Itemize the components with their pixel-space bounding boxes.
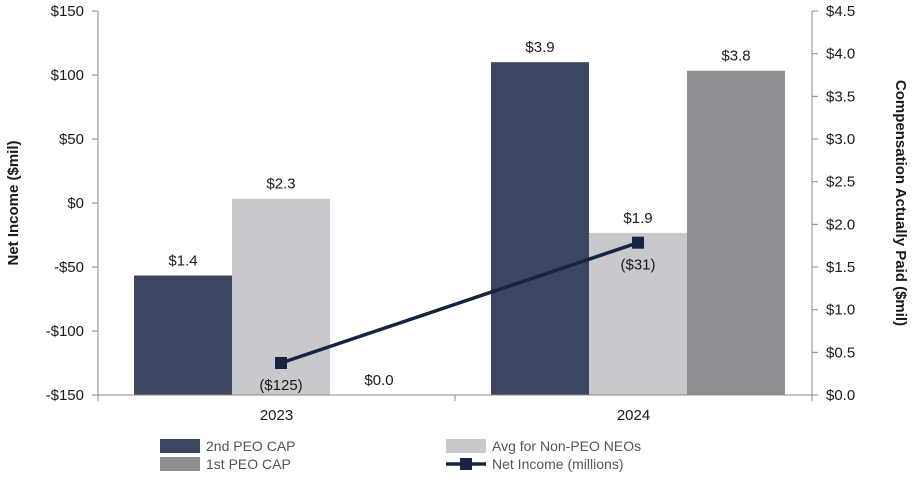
net-income-point-2023 [275, 357, 287, 369]
net-income-line [280, 241, 639, 365]
left-tick-label: $0 [67, 195, 84, 212]
legend-label-2nd-peo-cap: 2nd PEO CAP [206, 438, 296, 454]
left-tick-label: $100 [51, 67, 84, 84]
bar-label-1st-peo-cap-2024: $3.8 [721, 48, 750, 65]
legend-label-net-income-millions-: Net Income (millions) [492, 456, 623, 472]
bar-label-2nd-peo-cap-2024: $3.9 [525, 39, 554, 56]
bars-layer [134, 62, 785, 395]
bar-label-avg-for-non-peo-neos-2023: $2.3 [266, 176, 295, 193]
x-tick-label-2023: 2023 [260, 407, 293, 424]
bar-label-2nd-peo-cap-2023: $1.4 [168, 253, 197, 270]
legend-marker-net-income-millions- [460, 458, 472, 470]
legend-swatch-2nd-peo-cap [160, 439, 200, 453]
right-tick-label: $3.5 [826, 88, 855, 105]
right-tick-label: $4.5 [826, 3, 855, 20]
line-layer [275, 236, 644, 369]
left-tick-label: $50 [59, 131, 84, 148]
net-income-label-2024: ($31) [620, 257, 655, 274]
axes-layer: 2023 2024 $150 $100 $50 $0 -$50 -$100 -$150 $4.5 $… [46, 3, 856, 424]
bar-label-1st-peo-cap-2023: $0.0 [364, 372, 393, 389]
net-income-label-2023: ($125) [259, 377, 302, 394]
net-income-point-2024 [632, 236, 644, 249]
bar-2nd-peo-cap-2023 [134, 275, 232, 395]
bar-2nd-peo-cap-2024 [491, 62, 589, 395]
bar-1st-peo-cap-2024 [687, 70, 785, 395]
right-tick-label: $3.0 [826, 131, 855, 148]
legend-label-1st-peo-cap: 1st PEO CAP [206, 456, 291, 472]
right-axis-title: Compensation Actually Paid ($mil) [892, 80, 909, 326]
right-tick-label: $0.5 [826, 344, 855, 361]
data-labels-layer: $1.4 $2.3 $0.0 $3.9 $1.9 $3.8 ($125) ($31) [168, 39, 750, 394]
right-tick-label: $0.0 [826, 387, 855, 404]
right-tick-label: $1.5 [826, 259, 855, 276]
legend: 2nd PEO CAP Avg for Non-PEO NEOs 1st PEO C… [160, 438, 641, 472]
bar-label-avg-for-non-peo-neos-2024: $1.9 [623, 210, 652, 227]
right-tick-label: $2.5 [826, 174, 855, 191]
left-tick-label: -$100 [46, 323, 84, 340]
right-tick-label: $1.0 [826, 302, 855, 319]
legend-swatch-1st-peo-cap [160, 457, 200, 471]
left-tick-label: -$50 [54, 259, 84, 276]
left-axis-title: Net Income ($mil) [5, 140, 22, 265]
bar-avg-for-non-peo-neos-2024 [589, 232, 687, 395]
right-tick-label: $2.0 [826, 216, 855, 233]
right-tick-label: $4.0 [826, 46, 855, 63]
left-tick-label: -$150 [46, 387, 84, 404]
left-tick-label: $150 [51, 3, 84, 20]
legend-label-avg-for-non-peo-neos: Avg for Non-PEO NEOs [492, 438, 641, 454]
legend-swatch-avg-for-non-peo-neos [446, 439, 486, 453]
x-tick-label-2024: 2024 [617, 407, 650, 424]
